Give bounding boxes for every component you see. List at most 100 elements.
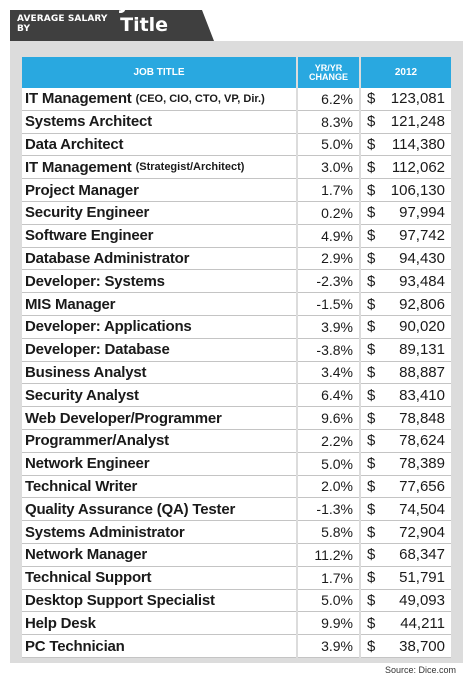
- job-title-cell: Developer: Systems: [22, 270, 296, 294]
- job-title-text: Developer: Database: [25, 341, 170, 359]
- currency-symbol: $: [367, 113, 376, 131]
- currency-symbol: $: [367, 637, 376, 655]
- header-year: 2012: [361, 57, 451, 88]
- salary-value: 97,994: [399, 204, 445, 222]
- job-title-cell: Developer: Applications: [22, 315, 296, 339]
- table-row: Project Manager 1.7% $106,130: [22, 179, 451, 202]
- salary-cell: $74,504: [361, 498, 451, 522]
- change-cell: 1.7%: [298, 566, 359, 590]
- currency-symbol: $: [367, 272, 376, 290]
- currency-symbol: $: [367, 569, 376, 587]
- table-row: Web Developer/Programmer 9.6% $78,848: [22, 407, 451, 430]
- salary-value: 83,410: [399, 386, 445, 404]
- job-title-text: Quality Assurance (QA) Tester: [25, 500, 236, 518]
- salary-value: 72,904: [399, 523, 445, 541]
- table-row: MIS Manager -1.5% $92,806: [22, 293, 451, 316]
- banner-title: Job Title: [120, 0, 169, 36]
- table-row: Software Engineer 4.9% $97,742: [22, 224, 451, 248]
- salary-value: 38,700: [399, 637, 445, 655]
- salary-value: 90,020: [399, 318, 445, 336]
- currency-symbol: $: [367, 432, 376, 450]
- table-header: JOB TITLE YR/YR CHANGE 2012: [22, 57, 451, 88]
- salary-cell: $90,020: [361, 315, 451, 339]
- job-title-cell: Web Developer/Programmer: [22, 407, 296, 430]
- salary-cell: $88,887: [361, 361, 451, 385]
- job-title-text: Security Analyst: [25, 386, 139, 404]
- salary-cell: $106,130: [361, 179, 451, 202]
- job-title-cell: Technical Support: [22, 566, 296, 590]
- job-title-text: Network Manager: [25, 546, 148, 564]
- change-cell: 6.2%: [298, 88, 359, 111]
- salary-value: 74,504: [399, 500, 445, 518]
- job-title-text: IT Management: [25, 90, 132, 108]
- job-title-cell: Data Architect: [22, 133, 296, 157]
- salary-cell: $77,656: [361, 475, 451, 499]
- change-cell: 1.7%: [298, 179, 359, 202]
- salary-value: 78,848: [399, 409, 445, 427]
- job-title-text: Systems Architect: [25, 113, 152, 131]
- currency-symbol: $: [367, 90, 376, 108]
- currency-symbol: $: [367, 181, 376, 199]
- change-cell: 5.0%: [298, 133, 359, 157]
- salary-value: 49,093: [399, 591, 445, 609]
- salary-cell: $83,410: [361, 384, 451, 408]
- currency-symbol: $: [367, 523, 376, 541]
- table-row: Programmer/Analyst 2.2% $78,624: [22, 429, 451, 453]
- change-cell: 9.6%: [298, 407, 359, 430]
- salary-value: 94,430: [399, 249, 445, 267]
- currency-symbol: $: [367, 614, 376, 632]
- table-row: Quality Assurance (QA) Tester -1.3% $74,50…: [22, 498, 451, 522]
- table-row: IT Management (Strategist/Architect) 3.0% $…: [22, 156, 451, 180]
- job-title-cell: Security Engineer: [22, 201, 296, 225]
- currency-symbol: $: [367, 546, 376, 564]
- change-cell: 4.9%: [298, 224, 359, 248]
- salary-cell: $38,700: [361, 635, 451, 658]
- salary-cell: $78,624: [361, 429, 451, 453]
- salary-cell: $78,848: [361, 407, 451, 430]
- header-change-line2: CHANGE: [308, 71, 348, 82]
- salary-value: 92,806: [399, 295, 445, 313]
- table-row: Security Engineer 0.2% $97,994: [22, 201, 451, 225]
- currency-symbol: $: [367, 386, 376, 404]
- table-row: Developer: Systems -2.3% $93,484: [22, 270, 451, 294]
- salary-cell: $93,484: [361, 270, 451, 294]
- job-title-text: Business Analyst: [25, 363, 147, 381]
- job-title-text: Project Manager: [25, 181, 139, 199]
- job-title-cell: Systems Administrator: [22, 521, 296, 544]
- currency-symbol: $: [367, 318, 376, 336]
- job-title-text: Systems Administrator: [25, 523, 185, 541]
- job-title-cell: IT Management (Strategist/Architect): [22, 156, 296, 180]
- table-row: Technical Writer 2.0% $77,656: [22, 475, 451, 499]
- source-note: Source: Dice.com: [384, 665, 456, 675]
- table-row: Technical Support 1.7% $51,791: [22, 566, 451, 590]
- salary-cell: $78,389: [361, 452, 451, 476]
- change-cell: 11.2%: [298, 543, 359, 567]
- job-title-text: Software Engineer: [25, 227, 154, 245]
- title-banner: AVERAGE SALARY BY Job Title: [0, 0, 474, 41]
- salary-cell: $112,062: [361, 156, 451, 180]
- job-title-text: MIS Manager: [25, 295, 116, 313]
- job-title-text: Programmer/Analyst: [25, 432, 169, 450]
- banner-small-text: AVERAGE SALARY BY: [17, 14, 108, 34]
- job-title-cell: Network Engineer: [22, 452, 296, 476]
- change-cell: 3.9%: [298, 315, 359, 339]
- change-cell: 9.9%: [298, 612, 359, 636]
- change-cell: 3.4%: [298, 361, 359, 385]
- job-title-text: Technical Writer: [25, 477, 138, 495]
- job-title-text: Web Developer/Programmer: [25, 409, 222, 427]
- job-title-cell: MIS Manager: [22, 293, 296, 316]
- salary-value: 112,062: [391, 158, 445, 176]
- table-row: Database Administrator 2.9% $94,430: [22, 247, 451, 271]
- currency-symbol: $: [367, 591, 376, 609]
- job-title-detail: (CEO, CIO, CTO, VP, Dir.): [135, 92, 265, 105]
- job-title-text: Technical Support: [25, 569, 152, 587]
- job-title-cell: Quality Assurance (QA) Tester: [22, 498, 296, 522]
- salary-cell: $44,211: [361, 612, 451, 636]
- job-title-text: IT Management: [25, 158, 132, 176]
- salary-value: 78,624: [399, 432, 445, 450]
- salary-cell: $68,347: [361, 543, 451, 567]
- job-title-cell: IT Management (CEO, CIO, CTO, VP, Dir.): [22, 88, 296, 111]
- change-cell: 3.0%: [298, 156, 359, 180]
- change-cell: 5.8%: [298, 521, 359, 544]
- salary-value: 88,887: [399, 363, 445, 381]
